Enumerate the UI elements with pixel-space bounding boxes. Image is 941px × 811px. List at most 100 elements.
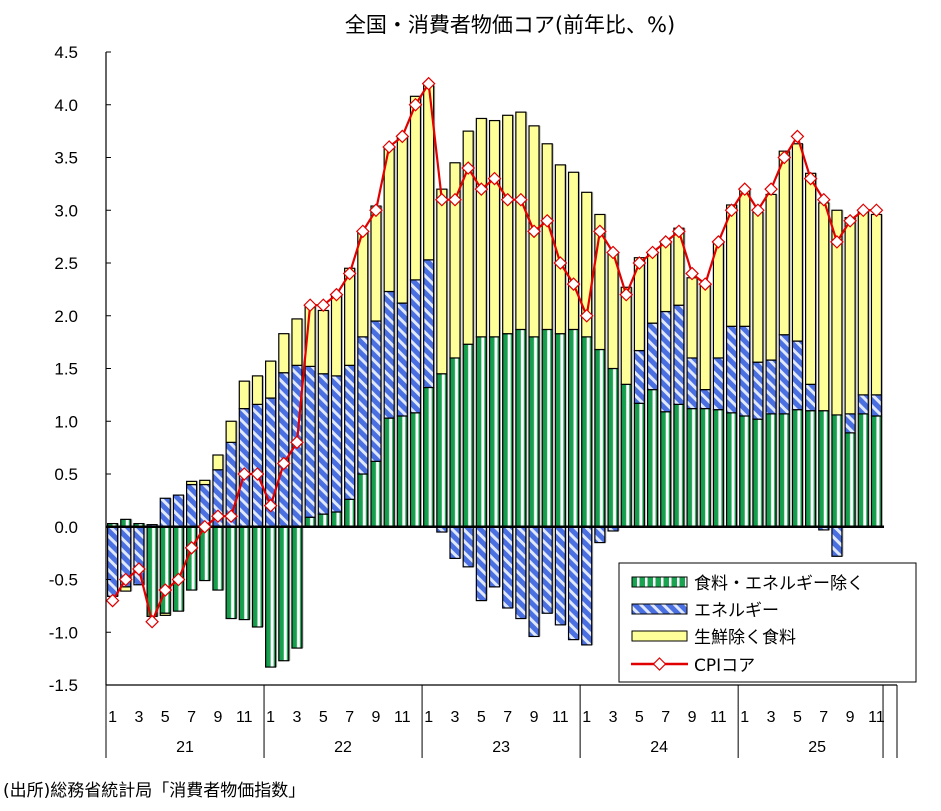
bar-energy [831,526,843,557]
bar-segment-energy [739,325,752,417]
bar-core [317,513,329,528]
x-month-label: 1 [740,709,749,726]
bar-segment-food [212,454,225,471]
bar-energy [660,310,672,413]
y-tick-label: -1.0 [49,623,78,642]
cpi-point [171,572,186,587]
cpi-point [724,203,739,218]
legend-label-energy: エネルギー [694,601,779,621]
cpi-point [803,171,818,186]
bar-energy [673,304,685,405]
bar-segment-energy [304,365,317,518]
bar-food [462,130,474,345]
bar-segment-core [739,415,752,528]
bar-segment-energy [449,526,462,559]
bar-food [186,480,198,486]
bar-food [291,318,303,366]
bar-energy [699,389,711,410]
bar-segment-core [330,511,343,528]
bar-energy [594,526,606,544]
cpi-line-group [105,76,884,629]
bar-segment-energy [357,336,370,475]
bar-segment-energy [528,526,541,638]
bar-energy [357,336,369,475]
bar-segment-food [752,211,765,363]
bar-food [488,119,501,338]
bar-segment-food [712,241,725,359]
cpi-point [711,235,726,249]
bar-food [804,172,817,385]
cpi-point [843,213,857,228]
cpi-point [303,298,317,313]
x-month-label: 7 [819,709,828,726]
bar-energy [106,526,119,597]
y-tick-label: -1.5 [49,676,78,695]
cpi-point [408,97,423,112]
bar-food [396,135,408,304]
bar-segment-energy [804,383,818,412]
bar-segment-food [620,286,633,385]
bar-energy [554,526,566,626]
legend-item-cpi: CPIコア [631,656,755,676]
bar-segment-core [660,411,673,528]
x-month-label: 11 [236,709,253,726]
bar-core [423,386,435,528]
bar-energy [515,526,527,620]
bar-segment-energy [475,526,488,602]
bar-food [238,380,250,410]
bar-segment-core [370,460,383,528]
bar-energy [462,526,474,568]
bar-energy [844,413,856,434]
cpi-point [263,498,278,513]
bar-energy [449,526,461,559]
bar-energy [739,325,751,417]
bar-energy [765,359,777,415]
cpi-point [145,614,159,629]
cpi-point [382,140,397,154]
bar-food [265,360,277,399]
bar-segment-core [791,409,804,528]
bar-segment-energy [857,394,870,415]
cpi-point [237,467,252,481]
cpi-point [290,435,304,450]
bar-core [699,407,711,528]
legend-diamond-marker [652,657,667,671]
cpi-point [197,519,212,534]
bar-energy [172,494,185,528]
bar-segment-core [699,407,712,528]
bar-core [791,409,804,528]
bar-segment-core [317,513,330,528]
bar-segment-core [581,336,594,528]
bar-segment-energy [686,357,699,410]
legend: 食料・エネルギー除く エネルギー 生鮮除く食料 CPIコア [618,562,917,683]
bar-core [462,343,474,528]
cpi-point [632,256,647,270]
bar-segment-energy [396,302,409,417]
legend-swatch-energy [631,603,688,615]
bar-core [844,432,856,528]
bar-core [607,367,619,528]
bar-energy [330,375,343,513]
bar-segment-food [686,277,699,359]
chart-title: 全国・消費者物価コア(前年比、%) [345,13,675,37]
bar-segment-energy [752,361,765,420]
bar-core [383,417,395,528]
bar-food [120,586,132,592]
x-year-label: 22 [334,739,352,756]
y-axis: 4.5 4.0 3.5 3.0 2.5 2.0 1.5 1.0 0.5 0.0 -0.5 -1.0 -1… [49,43,111,695]
bar-core [778,413,790,528]
y-tick-label: 4.0 [54,96,78,115]
cpi-point [474,182,489,196]
x-month-label: 1 [266,709,275,726]
cpi-point [737,182,752,196]
bar-energy [567,526,580,641]
bar-food [765,193,777,361]
bar-core [265,526,277,668]
bar-segment-food [344,267,357,366]
x-month-label: 1 [582,709,591,726]
x-month-label: 3 [134,709,143,726]
bar-segment-energy [725,325,739,414]
bar-core [660,411,672,528]
bar-food [159,612,171,616]
